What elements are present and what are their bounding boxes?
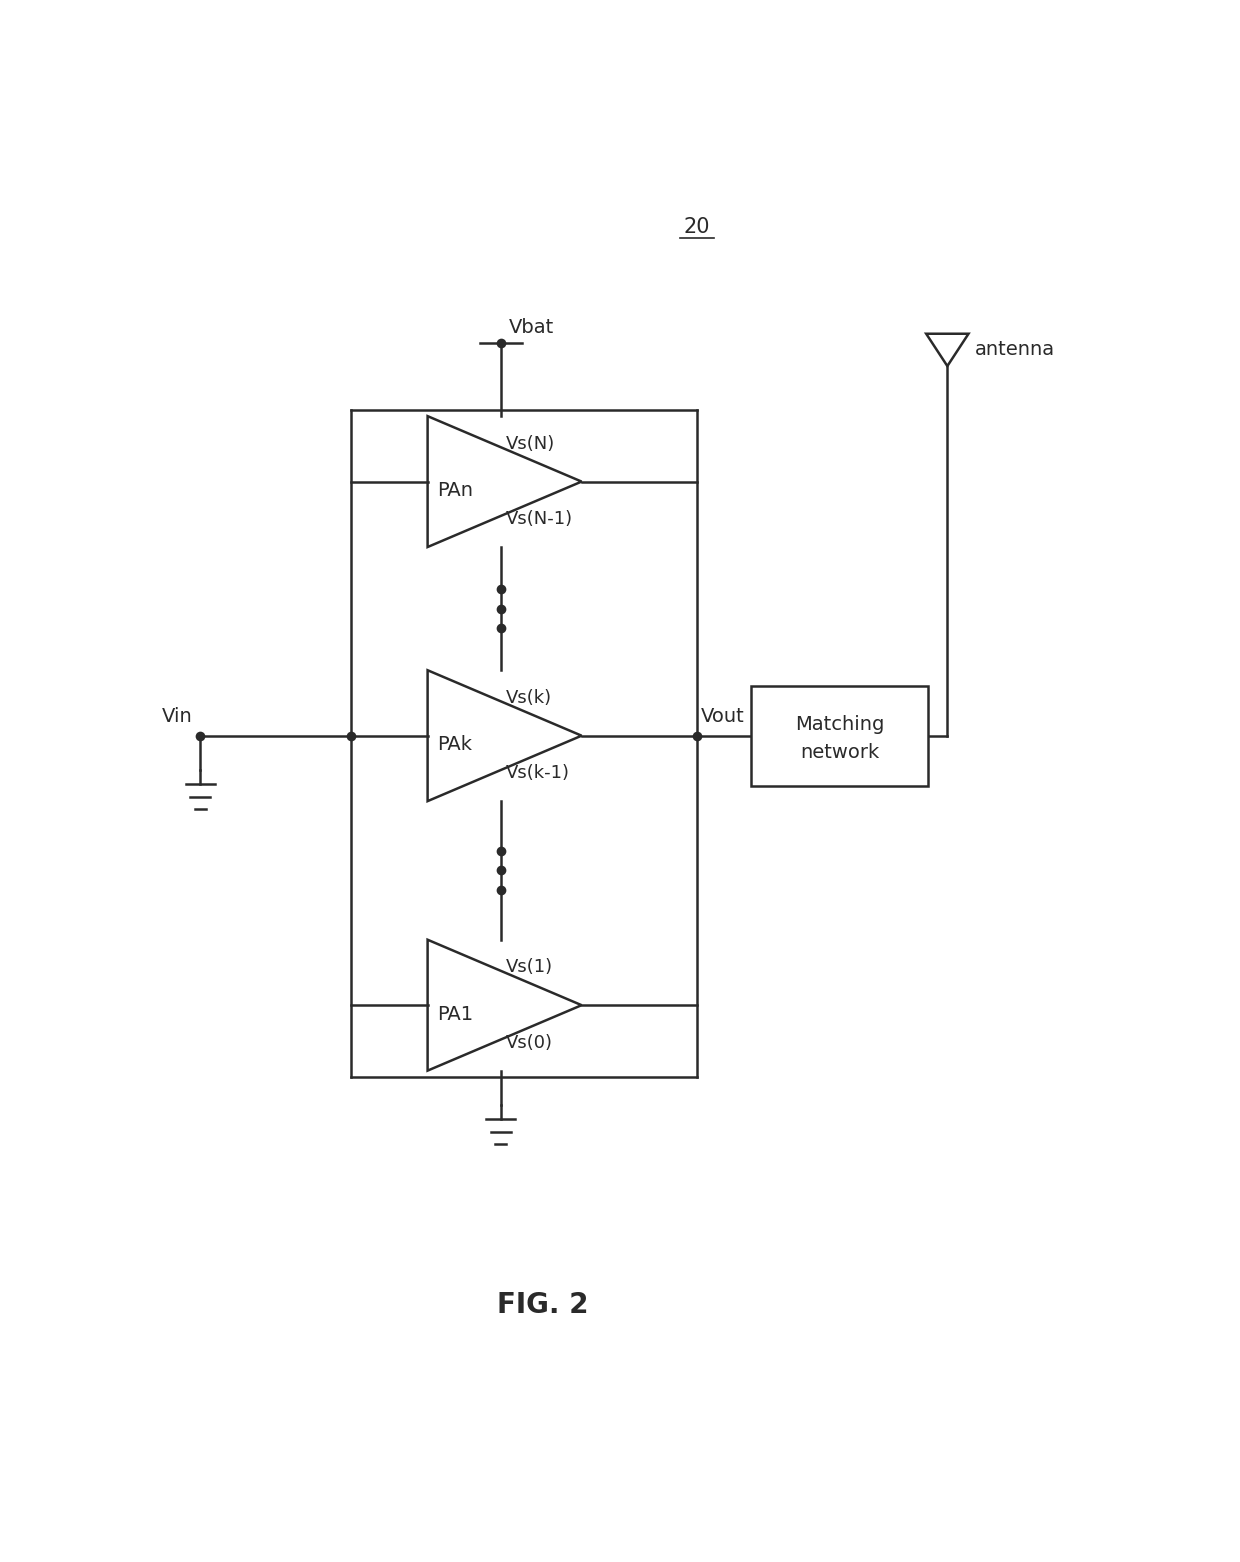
Text: Vs(N-1): Vs(N-1) <box>506 511 573 528</box>
Text: 20: 20 <box>683 217 711 237</box>
Text: Vs(k): Vs(k) <box>506 689 552 708</box>
Text: antenna: antenna <box>975 341 1055 359</box>
Text: Matching: Matching <box>795 715 884 734</box>
Text: Vs(0): Vs(0) <box>506 1034 553 1051</box>
Text: PAn: PAn <box>436 481 472 500</box>
Bar <box>751 686 928 786</box>
Text: FIG. 2: FIG. 2 <box>497 1292 589 1320</box>
Text: Vs(k-1): Vs(k-1) <box>506 764 570 783</box>
Text: Vbat: Vbat <box>508 317 554 337</box>
Text: PA1: PA1 <box>436 1004 472 1025</box>
Text: Vs(1): Vs(1) <box>506 959 553 976</box>
Text: network: network <box>800 744 879 762</box>
Text: Vs(N): Vs(N) <box>506 434 556 453</box>
Text: Vin: Vin <box>162 708 192 726</box>
Text: Vout: Vout <box>701 706 745 726</box>
Text: PAk: PAk <box>436 736 472 754</box>
